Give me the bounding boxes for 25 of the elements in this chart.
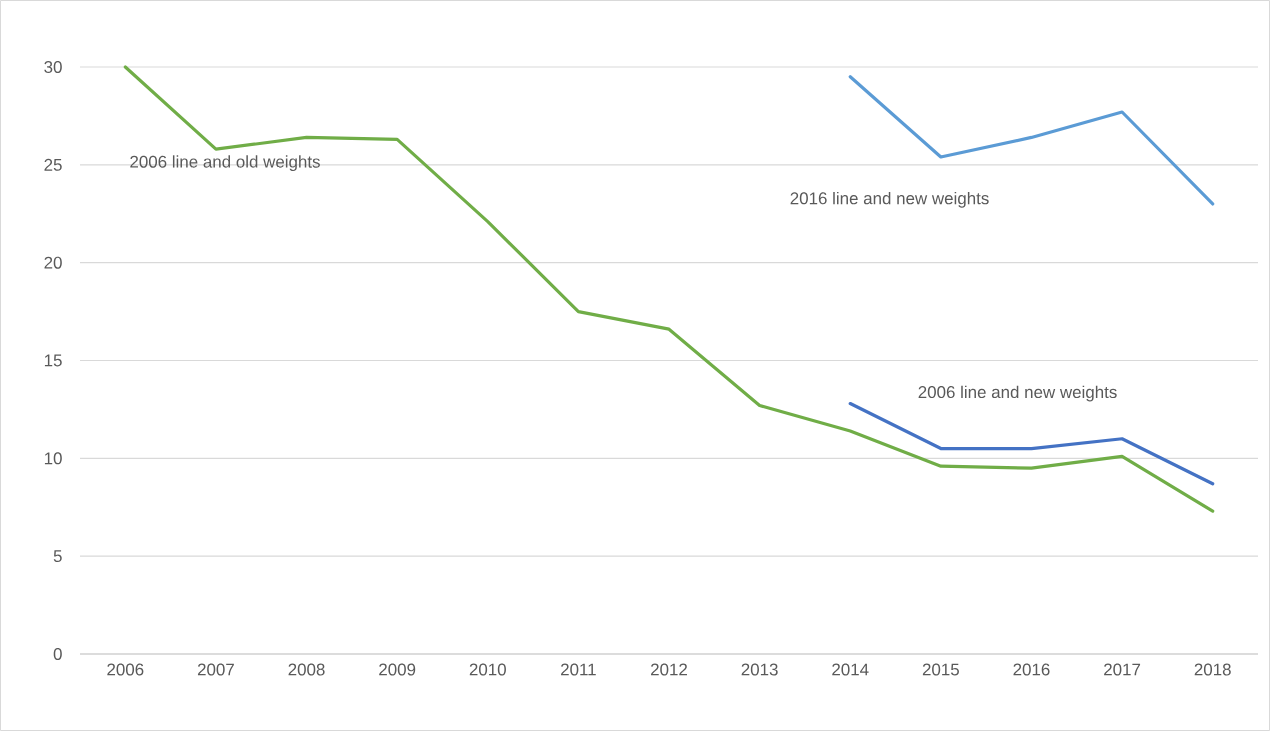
x-tick-label: 2013 [741,663,778,676]
y-tick-label: 15 [44,354,62,367]
series-label: 2006 line and old weights [130,155,320,172]
x-tick-label: 2017 [1104,663,1141,676]
x-tick-label: 2011 [561,663,596,676]
x-tick-label: 2015 [922,663,959,676]
x-tick-label: 2018 [1194,663,1231,676]
y-tick-label: 30 [44,61,62,73]
x-tick-label: 2010 [469,663,506,676]
text: 2016 line and new weights [790,191,989,208]
y-tick-label: 5 [53,550,62,563]
x-tick-label: 2007 [197,663,234,676]
x-tick-label: 2008 [288,663,325,676]
line-series [848,401,1215,486]
line-series [123,65,1215,513]
y-tick-label: 0 [53,648,62,660]
x-tick-label: 2012 [651,663,687,676]
series-label: 2006 line and new weights [918,385,1117,402]
x-tick-label: 2006 [107,663,144,676]
x-tick-label: 2016 [1013,663,1050,676]
y-tick-label: 20 [44,256,62,269]
y-tick-label: 25 [44,158,62,171]
x-tick-label: 2009 [379,663,416,676]
y-tick-label: 10 [44,452,62,465]
x-tick-label: 2014 [832,663,869,676]
